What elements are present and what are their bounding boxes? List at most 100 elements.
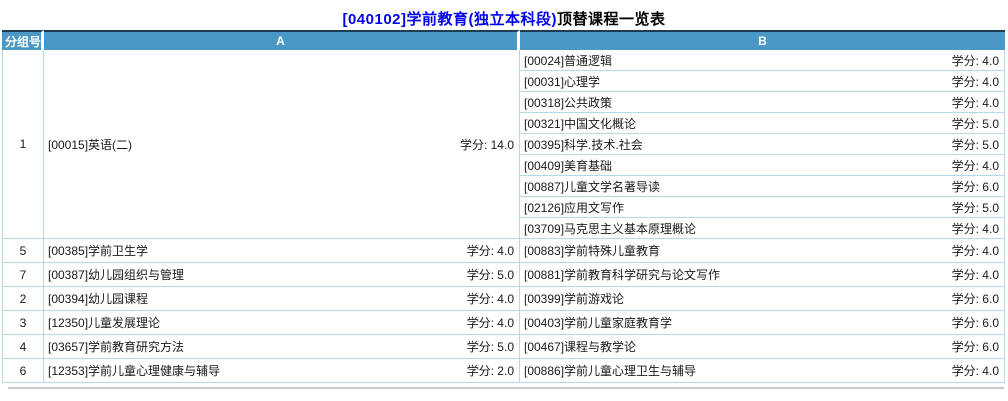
group-number-cell: 5: [2, 239, 44, 263]
bottom-divider: [8, 387, 1004, 389]
course-b-cell: [03709]马克思主义基本原理概论 学分: 4.0: [520, 218, 1005, 239]
course-cell-content: [00015]英语(二) 学分: 14.0: [44, 136, 519, 153]
credit-value: 学分: 4.0: [466, 244, 514, 258]
course-cell-content: [00883]学前特殊儿童教育 学分: 4.0: [520, 242, 1004, 259]
header-cell-a: A: [44, 30, 520, 50]
course-cell-content: [00024]普通逻辑 学分: 4.0: [520, 52, 1004, 69]
course-cell-content: [12350]儿童发展理论 学分: 4.0: [44, 314, 519, 331]
group-number-cell: 6: [2, 359, 44, 383]
credit-value: 学分: 5.0: [466, 340, 514, 354]
credit-value: 学分: 5.0: [951, 137, 999, 152]
credit-value: 学分: 6.0: [951, 292, 999, 306]
group-number-cell: 7: [2, 263, 44, 287]
credit-value: 学分: 4.0: [951, 53, 999, 68]
course-name: [00409]美育基础: [524, 158, 613, 173]
credit-value: 学分: 2.0: [466, 364, 514, 378]
credit-value: 学分: 6.0: [951, 179, 999, 194]
course-b-cell: [00409]美育基础 学分: 4.0: [520, 155, 1005, 176]
course-cell-content: [00887]儿童文学名著导读 学分: 6.0: [520, 178, 1004, 195]
credit-value: 学分: 5.0: [951, 116, 999, 131]
course-cell-content: [02126]应用文写作 学分: 5.0: [520, 199, 1004, 216]
course-a-cell: [00394]幼儿园课程 学分: 4.0: [44, 287, 520, 311]
header-row: 分组号 A B: [2, 30, 1005, 50]
course-name: [00394]幼儿园课程: [48, 292, 149, 306]
course-name: [03657]学前教育研究方法: [48, 340, 185, 354]
course-name: [00403]学前儿童家庭教育学: [524, 316, 673, 330]
course-b-cell: [00886]学前儿童心理卫生与辅导 学分: 4.0: [520, 359, 1005, 383]
credit-value: 学分: 4.0: [951, 74, 999, 89]
credit-value: 学分: 4.0: [951, 244, 999, 258]
course-name: [00395]科学.技术.社会: [524, 137, 643, 152]
course-b-cell: [00399]学前游戏论 学分: 6.0: [520, 287, 1005, 311]
table-row: [00887]儿童文学名著导读 学分: 6.0: [2, 176, 1005, 197]
group-number-cell: 2: [2, 287, 44, 311]
course-b-cell: [00395]科学.技术.社会 学分: 5.0: [520, 134, 1005, 155]
table-row: 3 [12350]儿童发展理论 学分: 4.0 [00403]学前儿童家庭教育学 学分:…: [2, 311, 1005, 335]
course-name: [00399]学前游戏论: [524, 292, 625, 306]
course-b-cell: [00403]学前儿童家庭教育学 学分: 6.0: [520, 311, 1005, 335]
credit-value: 学分: 5.0: [951, 200, 999, 215]
course-cell-content: [00467]课程与教学论 学分: 6.0: [520, 338, 1004, 355]
course-cell-content: [00387]幼儿园组织与管理 学分: 5.0: [44, 266, 519, 283]
table-row: 4 [03657]学前教育研究方法 学分: 5.0 [00467]课程与教学论 学分: …: [2, 335, 1005, 359]
course-a-cell: [00385]学前卫生学 学分: 4.0: [44, 239, 520, 263]
table-row: 6 [12353]学前儿童心理健康与辅导 学分: 2.0 [00886]学前儿童心理卫…: [2, 359, 1005, 383]
credit-value: 学分: 6.0: [951, 316, 999, 330]
page-title-code: [040102]学前教育(独立本科段): [342, 11, 558, 28]
course-cell-content: [00881]学前教育科学研究与论文写作 学分: 4.0: [520, 266, 1004, 283]
course-b-cell: [00318]公共政策 学分: 4.0: [520, 92, 1005, 113]
course-cell-content: [00409]美育基础 学分: 4.0: [520, 157, 1004, 174]
course-name: [00887]儿童文学名著导读: [524, 179, 661, 194]
page-title-suffix: 顶替课程一览表: [557, 11, 666, 28]
course-name: [00883]学前特殊儿童教育: [524, 244, 661, 258]
table-header: 分组号 A B: [2, 30, 1005, 50]
table-row: [00395]科学.技术.社会 学分: 5.0: [2, 134, 1005, 155]
course-cell-content: [00395]科学.技术.社会 学分: 5.0: [520, 136, 1004, 153]
course-table-body: 1 [00015]英语(二) 学分: 14.0 [00024]普通逻辑 学分: 4.0[…: [2, 50, 1005, 383]
course-name: [00385]学前卫生学: [48, 244, 149, 258]
table-row: [00031]心理学 学分: 4.0: [2, 71, 1005, 92]
course-a-cell: [03657]学前教育研究方法 学分: 5.0: [44, 335, 520, 359]
course-cell-content: [03709]马克思主义基本原理概论 学分: 4.0: [520, 220, 1004, 237]
group-number-cell: 4: [2, 335, 44, 359]
credit-value: 学分: 6.0: [951, 340, 999, 354]
course-b-cell: [00467]课程与教学论 学分: 6.0: [520, 335, 1005, 359]
course-a-cell: [12350]儿童发展理论 学分: 4.0: [44, 311, 520, 335]
table-row: [03709]马克思主义基本原理概论 学分: 4.0: [2, 218, 1005, 239]
course-a-cell: [12353]学前儿童心理健康与辅导 学分: 2.0: [44, 359, 520, 383]
course-name: [00467]课程与教学论: [524, 340, 637, 354]
credit-value: 学分: 4.0: [951, 95, 999, 110]
course-name: [12350]儿童发展理论: [48, 316, 161, 330]
course-name: [03709]马克思主义基本原理概论: [524, 221, 697, 236]
course-b-cell: [00024]普通逻辑 学分: 4.0: [520, 50, 1005, 71]
course-name: [00387]幼儿园组织与管理: [48, 268, 185, 282]
table-row: [00318]公共政策 学分: 4.0: [2, 92, 1005, 113]
course-b-cell: [00031]心理学 学分: 4.0: [520, 71, 1005, 92]
course-name: [00015]英语(二): [48, 137, 133, 152]
table-row: 1 [00015]英语(二) 学分: 14.0 [00024]普通逻辑 学分: 4.0: [2, 50, 1005, 239]
course-substitution-table: 分组号 A B 1 [00015]英语(二) 学分: 14.0 [00024]普通逻辑…: [2, 30, 1005, 383]
course-cell-content: [00399]学前游戏论 学分: 6.0: [520, 290, 1004, 307]
table-row: [00321]中国文化概论 学分: 5.0: [2, 113, 1005, 134]
course-name: [00031]心理学: [524, 74, 601, 89]
course-name: [00881]学前教育科学研究与论文写作: [524, 268, 721, 282]
credit-value: 学分: 4.0: [951, 268, 999, 282]
credit-value: 学分: 4.0: [951, 221, 999, 236]
page-title: [040102]学前教育(独立本科段)顶替课程一览表: [0, 0, 1008, 30]
course-cell-content: [00385]学前卫生学 学分: 4.0: [44, 242, 519, 259]
course-a-cell: [00387]幼儿园组织与管理 学分: 5.0: [44, 263, 520, 287]
credit-value: 学分: 14.0: [459, 137, 514, 152]
course-name: [00318]公共政策: [524, 95, 613, 110]
course-cell-content: [03657]学前教育研究方法 学分: 5.0: [44, 338, 519, 355]
course-b-cell: [00321]中国文化概论 学分: 5.0: [520, 113, 1005, 134]
credit-value: 学分: 4.0: [951, 158, 999, 173]
course-cell-content: [12353]学前儿童心理健康与辅导 学分: 2.0: [44, 362, 519, 379]
course-cell-content: [00318]公共政策 学分: 4.0: [520, 94, 1004, 111]
course-cell-content: [00031]心理学 学分: 4.0: [520, 73, 1004, 90]
course-name: [00886]学前儿童心理卫生与辅导: [524, 364, 697, 378]
course-cell-content: [00886]学前儿童心理卫生与辅导 学分: 4.0: [520, 362, 1004, 379]
group-number-cell: 3: [2, 311, 44, 335]
course-b-cell: [02126]应用文写作 学分: 5.0: [520, 197, 1005, 218]
table-row: 2 [00394]幼儿园课程 学分: 4.0 [00399]学前游戏论 学分: 6.0: [2, 287, 1005, 311]
table-row: [02126]应用文写作 学分: 5.0: [2, 197, 1005, 218]
